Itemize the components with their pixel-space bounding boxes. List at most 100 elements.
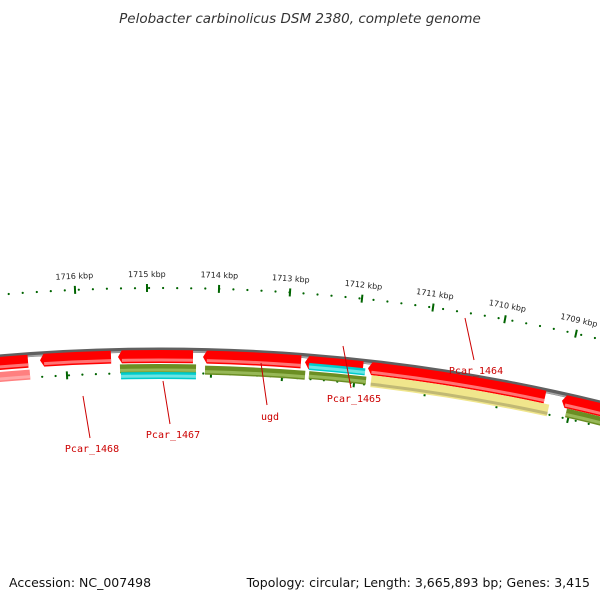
minor-tick-dot <box>566 330 569 333</box>
minor-tick-dot <box>548 413 551 416</box>
gene-shading <box>370 382 548 415</box>
label-leader-line <box>342 345 352 389</box>
minor-tick-dot <box>77 288 80 291</box>
topology-text: Topology: circular; Length: 3,665,893 bp… <box>246 575 590 590</box>
gene-block <box>40 350 112 367</box>
tick-label: 1712 kbp <box>344 279 382 292</box>
label-leader-line <box>464 317 475 361</box>
gene-block <box>203 350 302 369</box>
major-tick <box>574 329 578 338</box>
minor-tick-dot <box>119 287 123 290</box>
gene-shading <box>0 363 29 369</box>
label-leader-line <box>82 395 91 439</box>
minor-tick-dot <box>91 288 94 291</box>
minor-tick-dot <box>400 302 403 305</box>
minor-tick-dot <box>81 373 84 376</box>
gene-shading <box>371 370 545 402</box>
tick-label: 1716 kbp <box>55 271 93 282</box>
minor-tick-dot <box>49 290 52 293</box>
gene-block <box>308 363 366 376</box>
accession-text: Accession: NC_007498 <box>9 575 152 590</box>
gene-label: ugd <box>261 412 279 423</box>
label-leader-line <box>260 362 268 406</box>
gene-block <box>562 395 600 417</box>
gene-shading <box>44 359 112 366</box>
minor-tick-dot <box>105 287 108 290</box>
major-tick <box>288 288 292 297</box>
minor-tick-dot <box>414 304 417 307</box>
minor-tick-dot <box>302 292 305 295</box>
minor-tick-dot <box>204 287 207 290</box>
minor-tick-dot <box>593 336 597 340</box>
gene-block <box>565 408 600 426</box>
gene-shading <box>565 412 600 425</box>
minor-tick-dot <box>133 287 137 290</box>
minor-tick-dot <box>162 286 165 290</box>
gene-block <box>308 371 367 385</box>
map-title: Pelobacter carbinolicus DSM 2380, comple… <box>119 11 481 27</box>
minor-tick-dot <box>274 290 277 293</box>
minor-tick-dot <box>552 327 555 330</box>
gene-block <box>0 369 31 383</box>
gene-shading <box>204 370 306 379</box>
minor-tick-dot <box>525 322 528 325</box>
minor-tick-dot <box>94 373 97 376</box>
gene-shading <box>0 375 31 381</box>
major-tick <box>431 303 435 312</box>
minor-tick-dot <box>511 319 514 322</box>
gene-label: Pcar_1464 <box>449 366 503 377</box>
minor-tick-dot <box>246 288 249 292</box>
minor-tick-dot <box>176 287 179 290</box>
minor-tick-dot <box>386 300 389 303</box>
gene-block <box>120 372 197 380</box>
minor-tick-dot <box>108 372 111 375</box>
gene-shading <box>308 365 366 374</box>
minor-tick-dot <box>538 324 542 328</box>
tick-label: 1714 kbp <box>200 270 238 280</box>
minor-tick-dot <box>35 290 38 294</box>
label-leader-line <box>162 380 171 425</box>
minor-tick-dot <box>469 312 472 315</box>
tick-label: 1711 kbp <box>416 287 455 301</box>
gene-label: Pcar_1467 <box>146 430 200 441</box>
gene-block <box>118 350 194 364</box>
minor-tick-dot <box>21 291 24 294</box>
tick-label: 1713 kbp <box>272 273 310 285</box>
minor-tick-dot <box>442 307 445 311</box>
minor-tick-dot <box>232 288 235 291</box>
gene-features <box>0 350 600 426</box>
gene-block <box>368 362 547 404</box>
minor-tick-dot <box>428 305 431 309</box>
tick-label: 1709 kbp <box>560 312 599 329</box>
gene-shading <box>308 374 367 384</box>
minor-tick-dot <box>372 298 375 301</box>
minor-tick-dot <box>202 372 205 375</box>
major-tick <box>360 294 364 303</box>
minor-tick-dot <box>54 374 57 378</box>
minor-tick-dot <box>316 293 319 296</box>
minor-tick-dot <box>483 314 486 317</box>
outer-tick-ring: 1709 kbp 1710 kbp 1711 kbp 1712 kbp 1713 kbp… <box>7 270 599 340</box>
minor-tick-dot <box>358 297 361 300</box>
minor-tick-dot <box>67 374 71 377</box>
minor-tick-dot <box>574 419 577 422</box>
minor-tick-dot <box>344 295 347 299</box>
minor-tick-dot <box>561 416 564 419</box>
gene-block <box>370 375 550 417</box>
gene-label: Pcar_1465 <box>327 394 381 405</box>
minor-tick-dot <box>63 289 66 292</box>
gene-shading <box>206 359 301 367</box>
minor-tick-dot <box>7 292 10 296</box>
tick-label: 1715 kbp <box>128 270 166 279</box>
major-tick <box>503 315 507 324</box>
gene-block <box>119 364 197 374</box>
minor-tick-dot <box>587 422 590 425</box>
gene-label: Pcar_1468 <box>65 444 119 455</box>
minor-tick-dot <box>260 289 263 292</box>
minor-tick-dot <box>148 286 151 290</box>
minor-tick-dot <box>580 333 583 336</box>
minor-tick-dot <box>330 294 333 297</box>
gene-shading <box>564 403 600 415</box>
minor-tick-dot <box>455 310 459 313</box>
